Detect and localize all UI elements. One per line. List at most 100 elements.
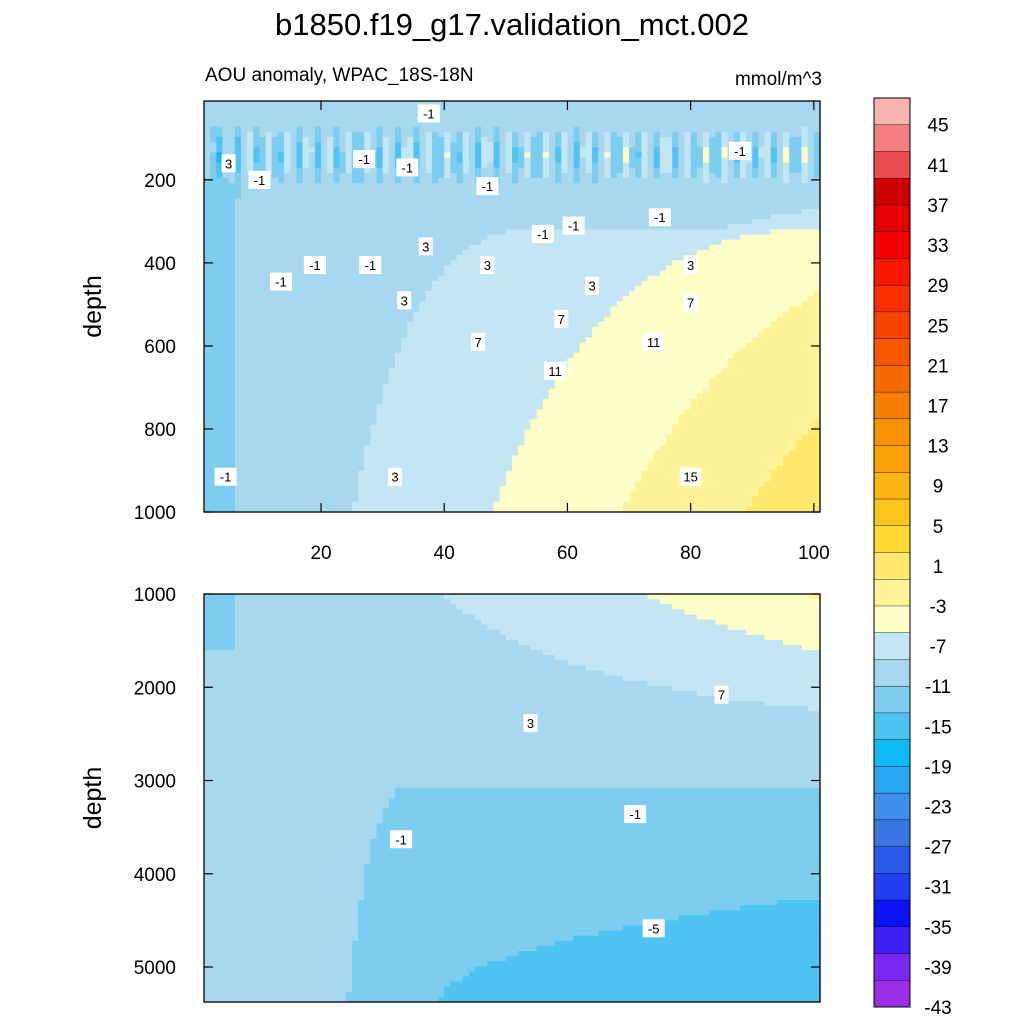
- heatmap-cell: [253, 265, 261, 272]
- heatmap-cell: [431, 306, 439, 313]
- heatmap-cell: [271, 249, 279, 256]
- heatmap-cell: [746, 162, 753, 169]
- heatmap-cell: [739, 208, 747, 215]
- heatmap-cell: [376, 178, 384, 184]
- heatmap-cell: [696, 327, 704, 333]
- heatmap-cell: [524, 136, 532, 143]
- heatmap-cell: [351, 234, 359, 241]
- heatmap-cell: [493, 224, 501, 231]
- heatmap-cell: [210, 275, 217, 282]
- heatmap-cell: [733, 244, 741, 251]
- heatmap-cell: [388, 188, 396, 195]
- heatmap-cell: [567, 244, 575, 251]
- heatmap-cell: [635, 291, 642, 297]
- heatmap-cell: [382, 116, 390, 123]
- heatmap-cell: [376, 172, 384, 179]
- heatmap-cell: [290, 193, 297, 200]
- heatmap-cell: [382, 147, 390, 153]
- heatmap-cell: [481, 249, 488, 256]
- heatmap-cell: [696, 178, 704, 184]
- heatmap-cell: [715, 332, 723, 338]
- heatmap-cell: [585, 332, 593, 338]
- heatmap-cell: [709, 234, 716, 241]
- heatmap-cell: [696, 203, 704, 210]
- heatmap-cell: [370, 178, 378, 184]
- heatmap-cell: [672, 332, 679, 338]
- heatmap-cell: [696, 347, 704, 354]
- heatmap-cell: [333, 291, 341, 297]
- heatmap-cell: [555, 270, 562, 277]
- heatmap-cell: [302, 327, 310, 333]
- heatmap-cell: [444, 265, 451, 272]
- heatmap-cell: [394, 244, 402, 251]
- heatmap-cell: [524, 239, 532, 246]
- heatmap-cell: [394, 332, 402, 338]
- heatmap-cell: [542, 147, 550, 153]
- heatmap-cell: [222, 147, 230, 153]
- heatmap-cell: [567, 203, 575, 210]
- heatmap-cell: [321, 337, 328, 344]
- heatmap-cell: [382, 167, 390, 174]
- heatmap-cell: [801, 172, 809, 179]
- heatmap-cell: [752, 327, 759, 333]
- heatmap-cell: [579, 178, 587, 184]
- heatmap-cell: [598, 244, 605, 251]
- heatmap-cell: [456, 162, 464, 169]
- heatmap-cell: [678, 285, 686, 292]
- heatmap-cell: [715, 321, 723, 328]
- heatmap-cell: [598, 332, 605, 338]
- heatmap-cell: [629, 327, 636, 333]
- heatmap-cell: [573, 234, 581, 241]
- heatmap-cell: [468, 291, 476, 297]
- heatmap-cell: [598, 142, 605, 148]
- heatmap-cell: [265, 198, 273, 205]
- heatmap-cell: [616, 239, 624, 246]
- heatmap-cell: [499, 183, 507, 189]
- heatmap-cell: [401, 142, 408, 148]
- heatmap-cell: [228, 352, 236, 359]
- heatmap-cell: [234, 265, 242, 272]
- heatmap-cell: [542, 183, 550, 189]
- heatmap-cell: [333, 101, 341, 107]
- heatmap-cell: [419, 121, 427, 128]
- heatmap-cell: [616, 306, 624, 313]
- heatmap-cell: [271, 224, 279, 231]
- heatmap-cell: [468, 255, 476, 261]
- heatmap-cell: [752, 337, 759, 344]
- heatmap-cell: [265, 249, 273, 256]
- heatmap-cell: [487, 332, 495, 338]
- heatmap-cell: [684, 342, 692, 349]
- heatmap-cell: [321, 224, 328, 231]
- heatmap-cell: [222, 301, 230, 308]
- heatmap-cell: [314, 337, 322, 344]
- heatmap-cell: [770, 126, 778, 133]
- heatmap-cell: [555, 219, 562, 225]
- heatmap-cell: [419, 270, 427, 277]
- heatmap-cell: [265, 106, 273, 112]
- heatmap-cell: [401, 255, 408, 261]
- heatmap-cell: [536, 188, 544, 195]
- heatmap-cell: [672, 280, 679, 287]
- heatmap-cell: [702, 214, 710, 220]
- heatmap-cell: [629, 260, 636, 266]
- heatmap-cell: [388, 111, 396, 118]
- heatmap-cell: [561, 116, 569, 123]
- heatmap-cell: [659, 229, 667, 236]
- heatmap-cell: [659, 131, 667, 138]
- heatmap-cell: [696, 167, 704, 174]
- heatmap-cell: [456, 208, 464, 215]
- heatmap-cell: [813, 244, 821, 251]
- heatmap-cell: [678, 301, 686, 308]
- heatmap-cell: [795, 316, 803, 323]
- heatmap-cell: [783, 347, 790, 354]
- heatmap-cell: [228, 270, 236, 277]
- heatmap-cell: [733, 203, 741, 210]
- heatmap-cell: [758, 270, 766, 277]
- heatmap-cell: [598, 198, 605, 205]
- heatmap-cell: [789, 327, 796, 333]
- heatmap-cell: [394, 101, 402, 107]
- heatmap-cell: [629, 126, 636, 133]
- heatmap-cell: [259, 224, 267, 231]
- heatmap-cell: [807, 142, 815, 148]
- heatmap-cell: [752, 183, 759, 189]
